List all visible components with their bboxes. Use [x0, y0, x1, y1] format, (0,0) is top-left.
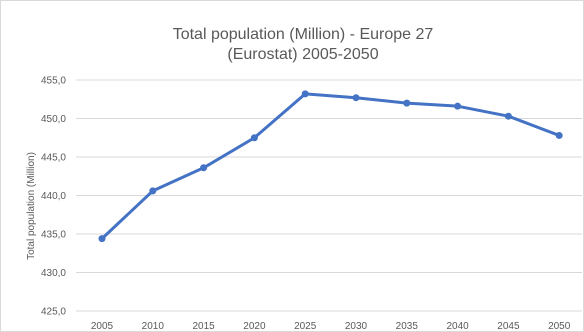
data-point [504, 112, 512, 120]
x-tick-label: 2045 [497, 321, 520, 332]
data-point [352, 94, 360, 102]
y-tick-label: 450,0 [41, 114, 66, 125]
data-point [555, 131, 563, 139]
x-tick-label: 2030 [345, 321, 368, 332]
y-tick-label: 435,0 [41, 230, 66, 241]
x-tick-label: 2005 [91, 321, 114, 332]
data-point [200, 164, 208, 172]
data-point [250, 134, 258, 142]
y-axis-title: Total population (Million) [26, 152, 37, 260]
y-tick-label: 445,0 [41, 153, 66, 164]
x-tick-label: 2040 [446, 321, 469, 332]
data-point [403, 99, 411, 107]
y-tick-label: 440,0 [41, 191, 66, 202]
chart-title-line-2: (Eurostat) 2005-2050 [227, 46, 378, 63]
series-line [100, 92, 561, 241]
x-tick-label: 2035 [396, 321, 419, 332]
data-point [454, 102, 462, 110]
chart-title-line-1: Total population (Million) - Europe 27 [173, 26, 434, 43]
x-tick-label: 2020 [243, 321, 266, 332]
series-group [98, 90, 563, 243]
data-point [98, 235, 106, 243]
x-tick-label: 2015 [192, 321, 215, 332]
x-axis-tick-labels: 2005 2010 2015 2020 2025 2030 2035 2040 2045 2050 [91, 321, 571, 332]
x-tick-label: 2050 [548, 321, 571, 332]
data-point [301, 90, 309, 98]
data-point [149, 187, 157, 195]
x-tick-label: 2025 [294, 321, 317, 332]
y-tick-label: 455,0 [41, 76, 66, 87]
y-tick-label: 430,0 [41, 268, 66, 279]
y-tick-label: 425,0 [41, 307, 66, 318]
y-axis-tick-labels: 425,0 430,0 435,0 440,0 445,0 450,0 455,0 [41, 76, 66, 318]
x-tick-label: 2010 [142, 321, 165, 332]
gridlines [76, 79, 582, 312]
